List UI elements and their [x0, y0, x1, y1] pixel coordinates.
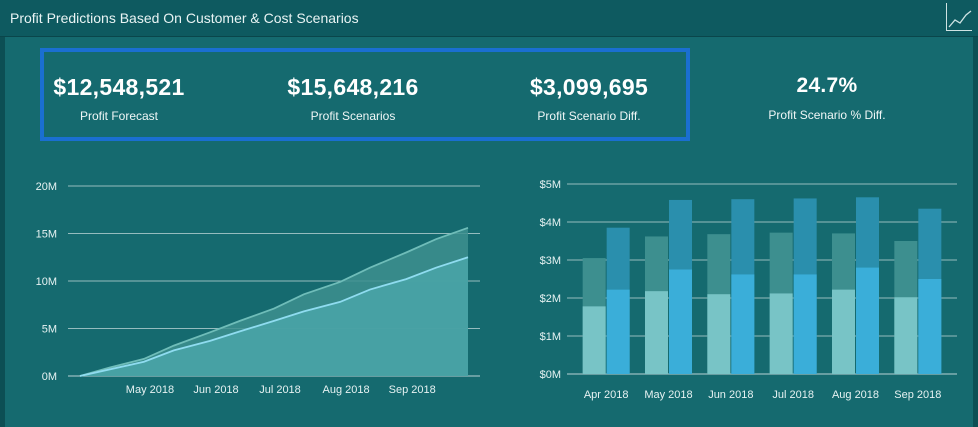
kpi-label: Profit Scenarios: [310, 109, 396, 123]
bar-scenario: [856, 267, 879, 374]
y-tick-label: $0M: [540, 369, 561, 381]
y-tick-label: 20M: [36, 181, 57, 193]
x-tick-label: Jul 2018: [259, 384, 301, 396]
y-tick-label: $1M: [540, 331, 561, 343]
x-tick-label: Sep 2018: [894, 389, 941, 401]
bar-forecast: [832, 289, 855, 374]
title-bar: Profit Predictions Based On Customer & C…: [0, 0, 978, 37]
bar-scenario: [669, 269, 692, 374]
kpi-label: Profit Forecast: [79, 109, 159, 123]
x-tick-label: Aug 2018: [323, 384, 370, 396]
line-profit-forecast: [79, 256, 469, 377]
kpi-label: Profit Scenario % Diff.: [768, 108, 886, 122]
kpi-highlight-frame: [40, 48, 690, 141]
page-title: Profit Predictions Based On Customer & C…: [10, 10, 359, 26]
kpi-label: Profit Scenario Diff.: [537, 109, 641, 123]
x-tick-label: May 2018: [126, 384, 174, 396]
line-profit-scenarios: [79, 226, 469, 377]
bar-forecast: [582, 306, 606, 374]
y-tick-label: 15M: [36, 229, 57, 241]
x-tick-label: Aug 2018: [832, 389, 879, 401]
kpi-value: $3,099,695: [529, 74, 649, 100]
kpi-value: 24.7%: [796, 74, 858, 97]
x-tick-label: Jun 2018: [708, 389, 753, 401]
area-profit-forecast: [80, 257, 468, 376]
y-tick-label: $2M: [540, 293, 561, 305]
monthly-profit-bar-chart: $0M $1M $2M $3M $4M $5M Apr 2018 May 2018 Jun 20…: [540, 179, 957, 401]
x-tick-label: Jun 2018: [193, 384, 238, 396]
kpi-profit-scenario-diff: $3,099,695 Profit Scenario Diff.: [519, 74, 659, 123]
x-tick-label: Apr 2018: [584, 389, 629, 401]
bar-forecast: [769, 293, 793, 374]
bar-forecast: [894, 297, 918, 374]
y-tick-label: 0M: [42, 371, 57, 383]
x-tick-label: Jul 2018: [772, 389, 814, 401]
y-tick-label: $4M: [540, 217, 561, 229]
line-chart-icon[interactable]: [946, 3, 972, 31]
bar-scenario: [731, 274, 755, 374]
kpi-value: $15,648,216: [287, 74, 419, 100]
kpi-profit-forecast: $12,548,521 Profit Forecast: [50, 74, 188, 123]
x-tick-label: May 2018: [644, 389, 692, 401]
kpi-profit-scenario-pct-diff: 24.7% Profit Scenario % Diff.: [752, 74, 902, 122]
kpi-value: $12,548,521: [53, 74, 185, 100]
cumulative-profit-area-chart: 0M 5M 10M 15M 20M May 2018 Jun 2018 Jul 2018 Aug…: [36, 181, 480, 396]
y-tick-label: 10M: [36, 276, 57, 288]
bar-scenario: [918, 279, 942, 374]
y-tick-label: $3M: [540, 255, 561, 267]
y-tick-label: $5M: [540, 179, 561, 191]
y-tick-label: 5M: [42, 324, 57, 336]
x-tick-label: Sep 2018: [389, 384, 436, 396]
bar-forecast: [707, 294, 731, 374]
bar-scenario: [793, 274, 817, 374]
kpi-profit-scenarios: $15,648,216 Profit Scenarios: [283, 74, 423, 123]
bar-forecast: [645, 291, 668, 374]
bar-scenario: [606, 289, 630, 374]
